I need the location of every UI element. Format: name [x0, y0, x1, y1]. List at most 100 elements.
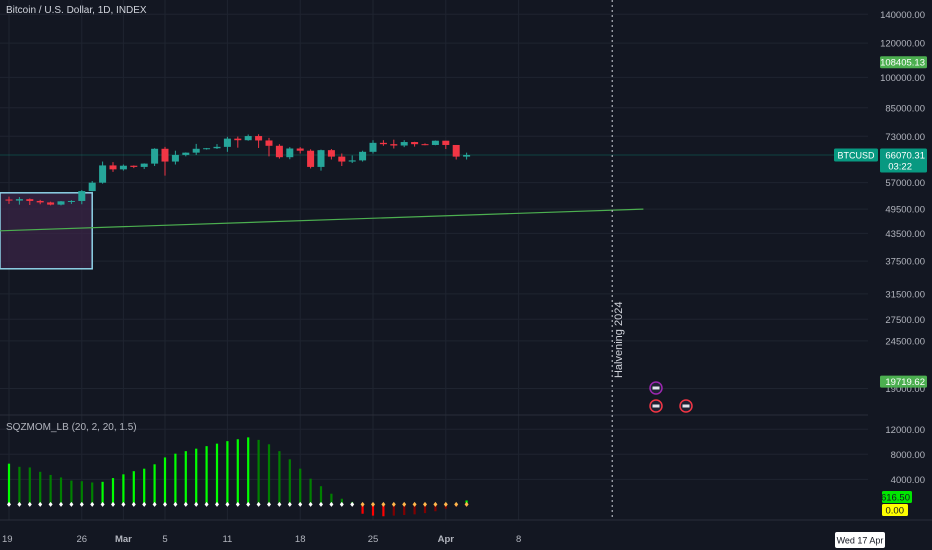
- candle: [26, 199, 34, 201]
- candle: [140, 163, 148, 167]
- squeeze-marker: [142, 501, 147, 507]
- time-marker-bg: [835, 532, 885, 548]
- squeeze-marker: [38, 501, 43, 507]
- candle: [265, 140, 273, 146]
- price-tick-label: 120000.00: [880, 39, 925, 50]
- candle: [390, 144, 398, 146]
- candle: [78, 191, 86, 201]
- squeeze-marker: [423, 501, 427, 507]
- candle: [431, 140, 439, 145]
- squeeze-marker: [287, 501, 292, 507]
- indicator-zero-tag: 0.00: [886, 506, 905, 517]
- candle: [442, 140, 450, 145]
- squeeze-marker: [464, 501, 469, 507]
- candle: [88, 182, 96, 192]
- candle: [130, 165, 138, 167]
- candle: [296, 148, 304, 151]
- event-icons: [649, 381, 693, 413]
- squeeze-marker: [329, 501, 334, 507]
- candle: [327, 150, 335, 157]
- squeeze-marker: [339, 501, 344, 507]
- indicator-title: SQZMOM_LB (20, 2, 20, 1.5): [6, 422, 137, 433]
- price-tick-label: 85000.00: [885, 103, 925, 114]
- squeeze-marker: [308, 501, 313, 507]
- price-tick-label: 27500.00: [885, 315, 925, 326]
- candle: [119, 165, 127, 170]
- indicator-tick-label: 12000.00: [885, 425, 925, 436]
- squeeze-marker: [412, 501, 417, 507]
- indicator-axis: 12000.00 8000.00 4000.00 616.50 0.00: [881, 425, 925, 517]
- squeeze-marker: [194, 501, 199, 507]
- price-tick-label: 57000.00: [885, 178, 925, 189]
- squeeze-marker: [350, 501, 355, 507]
- squeeze-marker: [17, 501, 22, 507]
- candle: [411, 142, 419, 145]
- chart-title: Bitcoin / U.S. Dollar, 1D, INDEX: [6, 5, 147, 16]
- candle: [213, 146, 221, 149]
- candle: [286, 148, 294, 158]
- candle: [171, 154, 179, 162]
- time-axis: 19 26 Mar 5 11 18 25 Apr 8 Wed 17 Apr: [2, 532, 885, 548]
- squeeze-marker: [204, 501, 209, 507]
- squeeze-marker: [235, 501, 240, 507]
- candle: [36, 200, 44, 203]
- squeeze-marker: [215, 501, 219, 507]
- squeeze-marker: [225, 501, 230, 507]
- time-marker-label: Wed 17 Apr: [837, 536, 884, 546]
- candle: [151, 148, 159, 164]
- halving-label: Halvening 2024: [613, 302, 625, 378]
- symbol-tag-bg: [834, 148, 878, 162]
- candle: [67, 200, 75, 202]
- squeeze-marker: [121, 501, 126, 507]
- time-tick-label: 19: [2, 534, 13, 545]
- squeeze-marker: [48, 501, 53, 507]
- squeeze-marker: [131, 501, 136, 507]
- price-tag-trend: 108405.13: [880, 58, 925, 69]
- candle: [421, 144, 429, 146]
- event-flag-icon: [649, 399, 663, 413]
- candle: [203, 148, 211, 150]
- indicator-tick-label: 4000.00: [891, 475, 925, 486]
- squeeze-marker: [298, 501, 303, 507]
- price-tick-label: 19000.00: [885, 384, 925, 395]
- event-flag-icon-stripe: [652, 386, 660, 390]
- time-tick-label: 18: [295, 534, 306, 545]
- time-tick-label: 8: [516, 534, 521, 545]
- price-tick-label: 43500.00: [885, 229, 925, 240]
- squeeze-marker: [27, 501, 32, 507]
- squeeze-marker: [7, 501, 11, 507]
- symbol-tag: BTCUSD: [837, 150, 875, 160]
- squeeze-marker: [319, 501, 323, 507]
- candle: [338, 156, 346, 162]
- squeeze-marker: [90, 501, 95, 507]
- price-tick-label: 100000.00: [880, 73, 925, 84]
- squeeze-marker: [371, 501, 375, 507]
- price-axis: 140000.00 120000.00 100000.00 85000.00 73000…: [834, 10, 927, 395]
- squeeze-marker: [443, 501, 448, 507]
- squeeze-marker: [163, 501, 167, 507]
- candle: [109, 165, 117, 170]
- candle: [348, 160, 356, 162]
- price-tick-label: 140000.00: [880, 10, 925, 21]
- last-price-tag: 66070.31: [885, 150, 925, 161]
- squeeze-markers: [7, 501, 469, 507]
- candle: [317, 150, 325, 167]
- time-tick-label: 11: [222, 534, 232, 545]
- price-tick-label: 31500.00: [885, 289, 925, 300]
- time-tick-label: Apr: [438, 534, 455, 545]
- squeeze-marker: [59, 501, 63, 507]
- squeeze-marker: [173, 501, 178, 507]
- indicator-value-tag-bg: [882, 491, 912, 503]
- time-tick-label: Mar: [115, 534, 132, 545]
- candle: [307, 150, 315, 167]
- candle: [255, 136, 263, 141]
- candle: [452, 144, 460, 157]
- price-tick-label: 73000.00: [885, 132, 925, 143]
- squeeze-marker: [277, 501, 282, 507]
- candle: [369, 142, 377, 152]
- candle: [161, 148, 169, 162]
- candle: [400, 142, 408, 146]
- squeeze-marker: [79, 501, 84, 507]
- candle: [182, 152, 190, 155]
